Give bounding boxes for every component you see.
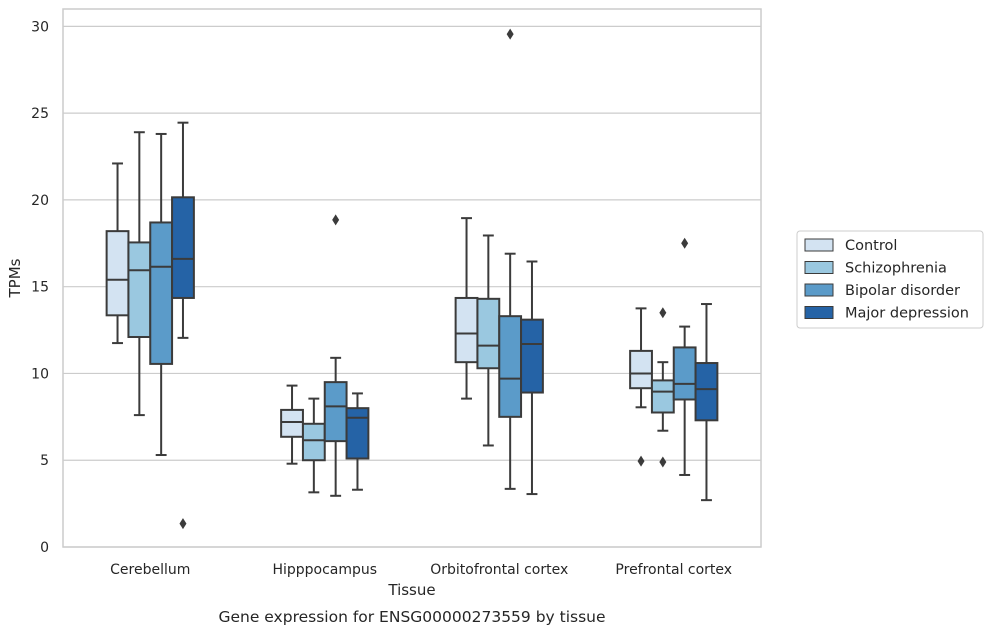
legend: Control Schizophrenia Bipolar disorder Majo…	[796, 230, 984, 329]
y-tick-label: 10	[31, 366, 49, 382]
box-body	[694, 362, 719, 422]
legend-label: Control	[845, 238, 897, 254]
box-body	[520, 318, 544, 394]
y-tick-label: 5	[40, 453, 49, 469]
legend-swatch	[804, 283, 834, 297]
chart-caption: Gene expression for ENSG00000273559 by t…	[218, 608, 605, 626]
outlier-point	[681, 237, 689, 249]
box-body	[454, 296, 479, 364]
box	[280, 384, 304, 465]
legend-swatch	[804, 261, 834, 274]
box	[127, 131, 152, 417]
y-tick-label: 25	[31, 106, 49, 122]
box	[454, 217, 479, 400]
legend-label: Bipolar disorder	[845, 283, 960, 299]
outlier-point	[179, 518, 187, 530]
outlier-point	[637, 455, 645, 467]
box	[672, 237, 697, 476]
series-major-depression	[171, 121, 719, 530]
box-body	[105, 230, 130, 317]
outlier-point	[659, 307, 667, 319]
x-tick-label: Orbitofrontal cortex	[430, 562, 568, 578]
x-tick-label: Hipppocampus	[272, 562, 377, 578]
series-control	[105, 162, 653, 467]
legend-frame	[796, 230, 984, 329]
box	[520, 260, 544, 496]
box	[171, 121, 195, 530]
box	[498, 28, 523, 490]
x-tick-label: Prefrontal cortex	[615, 562, 732, 578]
box-body	[149, 221, 174, 365]
box	[149, 132, 174, 457]
box-body	[323, 381, 348, 443]
y-tick-label: 20	[31, 193, 49, 209]
y-tick-label: 30	[31, 19, 49, 35]
box-body	[650, 379, 675, 414]
series-schizophrenia	[127, 131, 675, 494]
box	[694, 303, 719, 502]
box-body	[476, 297, 501, 370]
box-body	[171, 196, 195, 299]
plot-frame	[62, 8, 762, 548]
legend-label: Schizophrenia	[845, 261, 947, 277]
legend-label: Major depression	[845, 306, 969, 322]
y-tick-label: 0	[40, 540, 49, 556]
x-axis-title: Tissue	[387, 581, 435, 599]
box	[323, 214, 348, 497]
box-body	[629, 349, 653, 390]
legend-swatch	[804, 238, 834, 252]
series-bipolar-disorder	[149, 28, 697, 497]
y-tick-label: 15	[31, 280, 49, 296]
x-tick-label: Cerebellum	[110, 562, 190, 578]
outlier-point	[332, 214, 340, 226]
box	[650, 307, 675, 468]
box-series	[105, 28, 719, 530]
outlier-point	[659, 456, 667, 468]
box-body	[301, 422, 326, 462]
box-body	[280, 408, 304, 438]
box-body	[127, 241, 152, 339]
box	[476, 234, 501, 447]
box	[345, 392, 370, 491]
box-body	[498, 315, 523, 418]
box	[105, 162, 130, 345]
box-body	[345, 407, 370, 460]
y-tick-labels: 0 5 10 15 20 25 30	[31, 19, 49, 556]
outlier-point	[506, 28, 514, 40]
y-axis-title: TPMs	[6, 258, 24, 298]
box-body	[672, 346, 697, 401]
box	[629, 307, 653, 467]
legend-swatch	[804, 306, 834, 319]
box	[301, 397, 326, 494]
x-tick-labels: Cerebellum Hipppocampus Orbitofrontal cort…	[110, 562, 732, 578]
